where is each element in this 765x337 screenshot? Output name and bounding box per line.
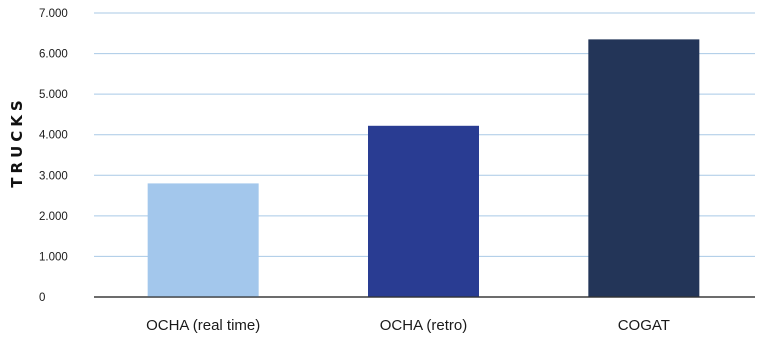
y-tick-label: 1.000 xyxy=(39,251,68,263)
y-tick-label: 6.000 xyxy=(39,49,68,61)
x-tick-label: OCHA (retro) xyxy=(380,317,468,334)
y-axis-ticks: 0 1.000 2.000 3.000 4.000 5.000 6.000 7.000 xyxy=(39,8,68,304)
y-tick-label: 4.000 xyxy=(39,130,68,142)
y-tick-label: 2.000 xyxy=(39,211,68,223)
bar-ocha-real-time xyxy=(147,183,259,297)
y-tick-label: 0 xyxy=(39,292,45,304)
y-tick-label: 3.000 xyxy=(39,170,68,182)
bar-cogat xyxy=(588,39,700,297)
x-tick-label: OCHA (real time) xyxy=(146,317,260,334)
x-axis-ticks: OCHA (real time) OCHA (retro) COGAT xyxy=(146,317,670,334)
bars xyxy=(147,39,700,297)
y-tick-label: 7.000 xyxy=(39,8,68,20)
y-tick-label: 5.000 xyxy=(39,89,68,101)
x-tick-label: COGAT xyxy=(618,317,670,334)
y-axis-label: TRUCKS xyxy=(8,96,26,187)
bar-ocha-retro xyxy=(368,125,479,297)
